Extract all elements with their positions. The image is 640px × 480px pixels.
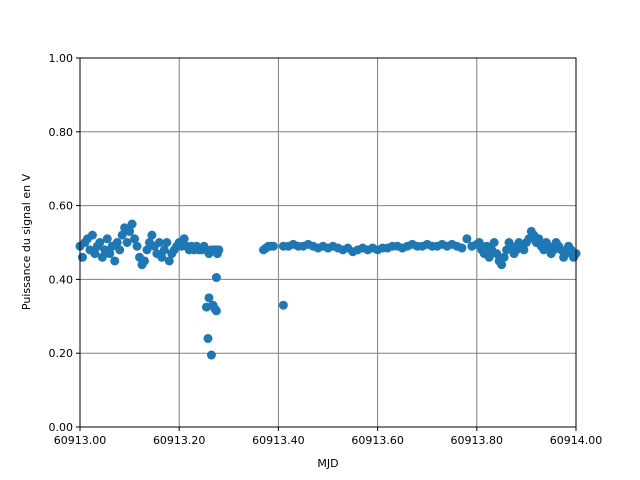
point xyxy=(115,245,125,255)
point xyxy=(211,306,221,316)
point xyxy=(474,238,484,247)
point xyxy=(211,273,221,283)
point xyxy=(179,234,189,244)
point xyxy=(127,219,137,229)
point xyxy=(212,249,222,259)
point xyxy=(117,230,127,240)
point xyxy=(203,333,213,343)
point xyxy=(534,234,544,244)
point xyxy=(139,256,149,266)
point xyxy=(162,238,172,247)
point xyxy=(142,245,152,255)
point xyxy=(519,245,529,255)
x-tick-label: 60913.00 xyxy=(54,434,107,447)
point xyxy=(110,256,120,266)
point xyxy=(484,252,494,262)
point xyxy=(130,234,140,244)
point xyxy=(97,252,107,262)
point xyxy=(206,350,216,360)
y-axis-label: Puissance du signal en V xyxy=(20,173,33,310)
x-axis-label: MJD xyxy=(317,457,338,470)
point xyxy=(112,238,122,247)
x-tick-label: 60913.20 xyxy=(153,434,206,447)
point xyxy=(77,252,87,262)
point xyxy=(462,234,472,244)
point xyxy=(95,238,105,247)
y-tick-label: 0.20 xyxy=(49,347,74,360)
x-tick-label: 60914.00 xyxy=(550,434,603,447)
point xyxy=(157,252,167,262)
point xyxy=(122,238,132,247)
y-tick-label: 0.00 xyxy=(49,421,74,434)
point xyxy=(147,230,157,240)
y-tick-label: 0.80 xyxy=(49,126,74,139)
point xyxy=(204,293,214,303)
point xyxy=(499,252,509,262)
x-tick-label: 60913.40 xyxy=(252,434,305,447)
point xyxy=(132,241,142,251)
y-tick-label: 0.40 xyxy=(49,273,74,286)
point xyxy=(164,256,174,266)
point xyxy=(489,238,499,247)
point xyxy=(87,230,97,240)
point xyxy=(90,249,100,259)
point xyxy=(497,260,507,270)
point xyxy=(278,300,288,310)
point xyxy=(102,234,112,244)
point xyxy=(105,249,115,259)
plot-frame xyxy=(79,57,577,428)
x-tick-label: 60913.60 xyxy=(351,434,404,447)
y-tick-label: 0.60 xyxy=(49,200,74,213)
point xyxy=(457,243,467,253)
point xyxy=(159,245,169,255)
point xyxy=(125,226,135,236)
point xyxy=(154,238,164,247)
y-tick-label: 1.00 xyxy=(49,52,74,65)
point xyxy=(268,241,278,251)
x-tick-label: 60913.80 xyxy=(451,434,504,447)
point xyxy=(492,249,502,259)
